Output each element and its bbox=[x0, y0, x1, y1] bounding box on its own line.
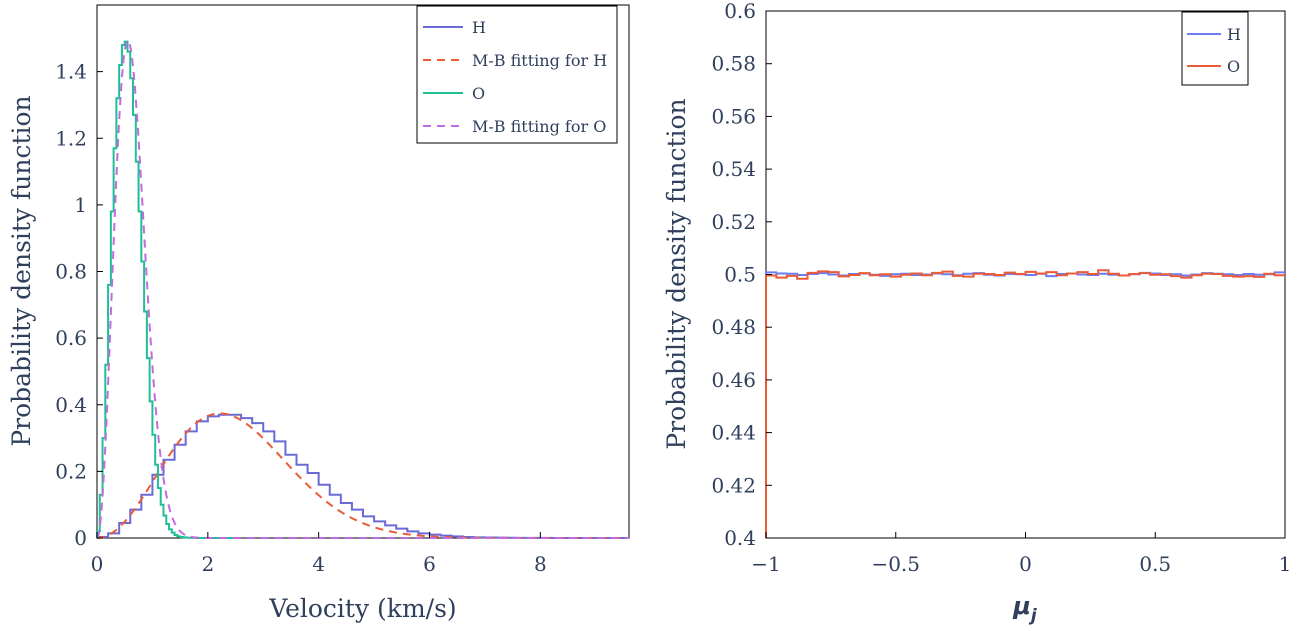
legend-left-entry-h: H bbox=[423, 18, 486, 37]
left-y-axis-label: Probability density function bbox=[7, 95, 36, 446]
right-x-axis-label-subscript: j bbox=[1028, 606, 1038, 626]
right-y-tick-label: 0.44 bbox=[711, 421, 756, 445]
left-x-axis-label: Velocity (km/s) bbox=[268, 594, 456, 623]
legend-left-label-h: H bbox=[472, 18, 486, 37]
left-x-tick-label: 8 bbox=[534, 552, 547, 576]
left-x-tick-label: 6 bbox=[423, 552, 436, 576]
chart-mu: −1 −0.5 0 0.5 1 0.40.420.440.460.480.50.520.… bbox=[662, 0, 1291, 626]
legend-right: H O bbox=[1181, 11, 1249, 86]
right-y-axis-label: Probability density function bbox=[662, 98, 691, 449]
chart-velocity: 0 2 4 6 8 0 0.2 0.4 0.6 0.8 1 1.2 1.4 Velocity (km/… bbox=[7, 4, 630, 623]
right-x-tick-label: 0 bbox=[1019, 552, 1032, 576]
right-plot-marks bbox=[765, 269, 1285, 538]
left-y-tick-label: 1 bbox=[74, 193, 87, 217]
legend-right-label-o: O bbox=[1227, 57, 1240, 76]
right-y-tick-label: 0.56 bbox=[711, 104, 756, 128]
left-y-ticks: 0 0.2 0.4 0.6 0.8 1 1.2 1.4 bbox=[55, 60, 103, 550]
legend-left-entry-mb-o: M-B fitting for O bbox=[423, 117, 606, 136]
right-series-1-line bbox=[765, 269, 1285, 538]
right-x-tick-label: −0.5 bbox=[871, 552, 920, 576]
left-y-tick-label: 0.2 bbox=[55, 459, 87, 483]
left-x-tick-label: 4 bbox=[312, 552, 325, 576]
right-x-tick-label: 1 bbox=[1279, 552, 1292, 576]
legend-left-label-mb-h: M-B fitting for H bbox=[472, 51, 607, 70]
legend-left-box bbox=[416, 5, 618, 144]
right-y-tick-label: 0.6 bbox=[724, 0, 756, 23]
left-y-tick-label: 0 bbox=[74, 526, 87, 550]
right-y-tick-label: 0.42 bbox=[711, 473, 756, 497]
left-y-tick-label: 0.4 bbox=[55, 393, 87, 417]
left-y-tick-label: 1.2 bbox=[55, 126, 87, 150]
legend-left-entry-o: O bbox=[423, 84, 485, 103]
right-y-tick-label: 0.58 bbox=[711, 52, 756, 76]
right-series-0-line bbox=[765, 271, 1285, 538]
right-y-tick-label: 0.54 bbox=[711, 157, 756, 181]
legend-right-label-h: H bbox=[1227, 25, 1241, 44]
right-y-ticks: 0.4 0.42 0.44 0.46 0.48 0.5 0.52 0.54 0.56 0.58 0.… bbox=[711, 0, 772, 550]
legend-right-entry-o: O bbox=[1187, 57, 1240, 76]
right-y-tick-label: 0.5 bbox=[724, 263, 756, 287]
right-x-ticks: −1 −0.5 0 0.5 1 bbox=[751, 532, 1291, 576]
left-series-3-line bbox=[96, 39, 629, 539]
left-series-0-line bbox=[96, 413, 629, 539]
right-x-tick-label: −1 bbox=[751, 552, 780, 576]
left-y-tick-label: 0.8 bbox=[55, 260, 87, 284]
right-x-axis-label: μj bbox=[1012, 592, 1038, 626]
legend-left: H M-B fitting for H O M-B fitting for O bbox=[416, 5, 618, 144]
legend-left-entry-mb-h: M-B fitting for H bbox=[423, 51, 607, 70]
legend-right-entry-h: H bbox=[1187, 25, 1241, 44]
right-x-tick-label: 0.5 bbox=[1139, 552, 1171, 576]
left-y-tick-label: 1.4 bbox=[55, 60, 87, 84]
left-series-2-line bbox=[96, 40, 239, 539]
right-y-tick-label: 0.48 bbox=[711, 315, 756, 339]
right-y-tick-label: 0.46 bbox=[711, 368, 756, 392]
legend-left-label-o: O bbox=[472, 84, 485, 103]
left-y-tick-label: 0.6 bbox=[55, 326, 87, 350]
left-x-ticks: 0 2 4 6 8 bbox=[91, 532, 547, 576]
right-x-axis-label-symbol: μ bbox=[1012, 592, 1031, 620]
left-x-tick-label: 2 bbox=[201, 552, 214, 576]
left-series-1-line bbox=[96, 412, 629, 539]
legend-right-box bbox=[1181, 11, 1249, 86]
legend-left-label-mb-o: M-B fitting for O bbox=[472, 117, 606, 136]
right-y-tick-label: 0.52 bbox=[711, 210, 756, 234]
left-plot-marks bbox=[96, 39, 629, 539]
left-x-tick-label: 0 bbox=[91, 552, 104, 576]
right-y-tick-label: 0.4 bbox=[724, 526, 756, 550]
